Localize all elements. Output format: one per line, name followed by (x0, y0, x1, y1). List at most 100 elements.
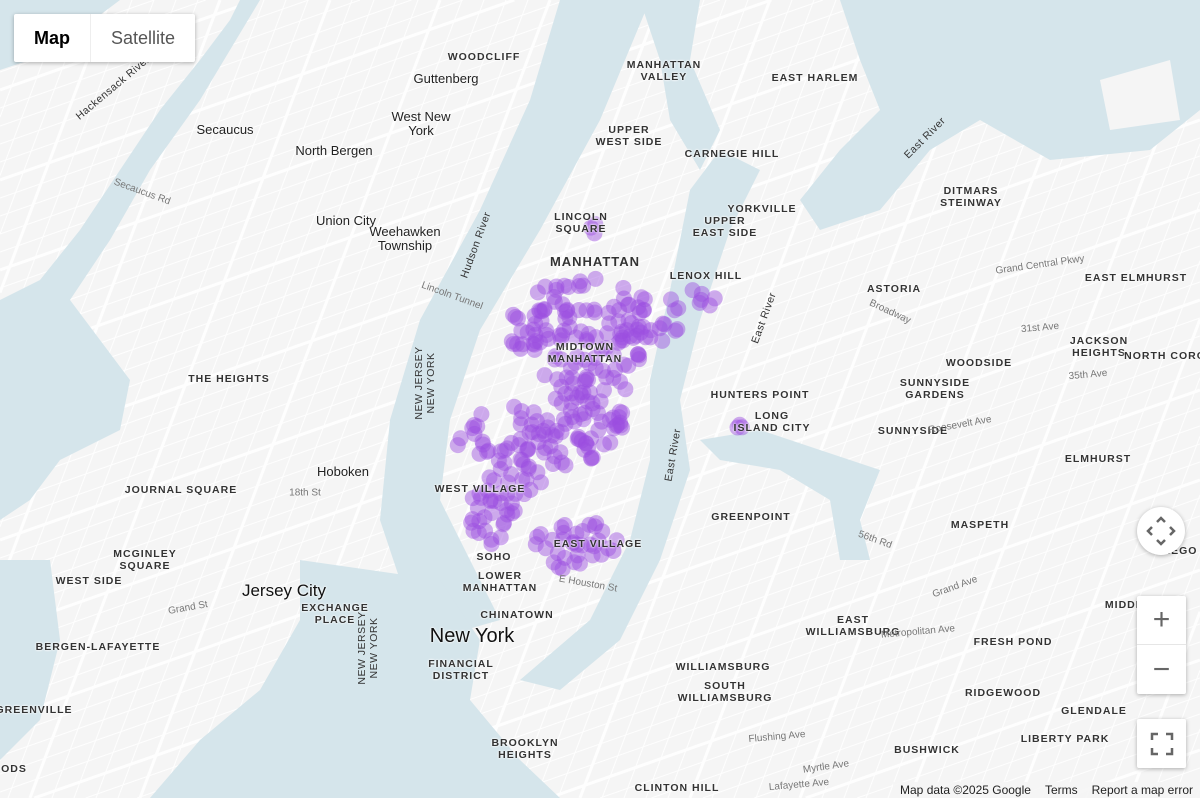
heatmap-point (500, 474, 517, 491)
heatmap-point (483, 504, 500, 521)
heatmap-point (630, 346, 647, 363)
heatmap-point (581, 384, 598, 401)
heatmap-point (512, 416, 529, 433)
label-sunnyside-gardens: SUNNYSIDE GARDENS (899, 377, 971, 401)
label-weehawken: Weehawken Township (369, 224, 441, 253)
heatmap-point (573, 432, 590, 449)
heatmap-point (530, 433, 547, 450)
heatmap-point (605, 369, 622, 386)
road (0, 245, 1200, 667)
heatmap-point (583, 449, 600, 466)
road (0, 0, 566, 199)
heatmap-point (537, 278, 554, 295)
fullscreen-button[interactable] (1137, 719, 1186, 768)
heatmap-point (554, 296, 571, 313)
label-financial-district: FINANCIAL DISTRICT (428, 658, 494, 682)
heatmap-point (625, 329, 642, 346)
map-type-satellite-button[interactable]: Satellite (90, 14, 195, 62)
heatmap-point (513, 322, 530, 339)
label-liberty-park: LIBERTY PARK (1020, 733, 1110, 745)
heatmap-point (573, 387, 590, 404)
zoom-out-button[interactable]: − (1152, 652, 1171, 686)
heatmap-point (612, 332, 629, 349)
heatmap-point (498, 502, 515, 519)
road (0, 0, 243, 644)
heatmap-point (495, 516, 512, 533)
label-upper-east-side: UPPER EAST SIDE (692, 215, 758, 239)
heatmap-point (573, 537, 590, 554)
heatmap-point (506, 398, 523, 415)
heatmap-point (579, 333, 596, 350)
heatmap-point (526, 336, 543, 353)
camera-control-button[interactable] (1137, 507, 1185, 555)
road (28, 0, 332, 798)
road (953, 143, 1200, 798)
heatmap-point (463, 514, 480, 531)
heatmap-point (576, 404, 593, 421)
label-ridgewood: RIDGEWOOD (964, 687, 1042, 699)
heatmap-point (601, 411, 618, 428)
road (601, 0, 903, 798)
heatmap-point (581, 355, 598, 372)
heatmap-point (557, 415, 574, 432)
heatmap-point (633, 289, 650, 306)
heatmap-point (553, 351, 570, 368)
road (117, 0, 419, 798)
heatmap-point (611, 302, 628, 319)
heatmap-point (529, 464, 546, 481)
label-chinatown: CHINATOWN (480, 609, 554, 621)
terms-link[interactable]: Terms (1044, 783, 1078, 797)
heatmap-point (473, 406, 490, 423)
heatmap-point (505, 306, 522, 323)
heatmap-point (578, 435, 595, 452)
road (856, 677, 1200, 798)
heatmap-point (545, 455, 562, 472)
map-type-map-button[interactable]: Map (34, 28, 70, 48)
report-map-error-link[interactable]: Report a map error (1091, 783, 1193, 797)
heatmap-point (566, 554, 583, 571)
heatmap-point (522, 481, 539, 498)
heatmap-point (477, 522, 494, 539)
heatmap-point (575, 277, 592, 294)
label-sunnyside: SUNNYSIDE (877, 425, 949, 437)
heatmap-point (612, 326, 629, 343)
road (997, 260, 1200, 798)
heatmap-point (642, 322, 659, 339)
heatmap-point (595, 436, 612, 453)
heatmap-point (499, 485, 516, 502)
heatmap-point (554, 561, 571, 578)
label-nj-ny-2: NEW JERSEY NEW YORK (356, 611, 380, 685)
heatmap-point (548, 281, 565, 298)
heatmap-point (512, 340, 529, 357)
heatmap-point (590, 422, 607, 439)
label-woodside: WOODSIDE (945, 357, 1013, 369)
heatmap-point (518, 471, 535, 488)
road (0, 298, 1200, 722)
heatmap-point (534, 303, 551, 320)
heatmap-point (573, 323, 590, 340)
street-18th-st: 18th St (289, 487, 321, 499)
heatmap-point (576, 351, 593, 368)
heatmap-point (614, 329, 631, 346)
fullscreen-icon (1150, 732, 1173, 755)
heatmap-point (586, 304, 603, 321)
heatmap-point (486, 492, 503, 509)
heatmap-point (471, 513, 488, 530)
heatmap-point (496, 514, 513, 531)
road (599, 587, 1200, 798)
heatmap-point (561, 309, 578, 326)
heatmap-point (636, 291, 653, 308)
heatmap-point (536, 301, 553, 318)
label-exchange-place: EXCHANGE PLACE (301, 602, 369, 626)
road (161, 0, 463, 798)
heatmap-point (476, 509, 493, 526)
heatmap-point (554, 327, 571, 344)
heatmap-point (589, 404, 606, 421)
road (702, 623, 1200, 798)
road (0, 0, 978, 343)
zoom-in-button[interactable]: + (1137, 596, 1186, 645)
heatmap-point (592, 393, 609, 410)
heatmap-point (555, 531, 572, 548)
heatmap-point (556, 322, 573, 339)
